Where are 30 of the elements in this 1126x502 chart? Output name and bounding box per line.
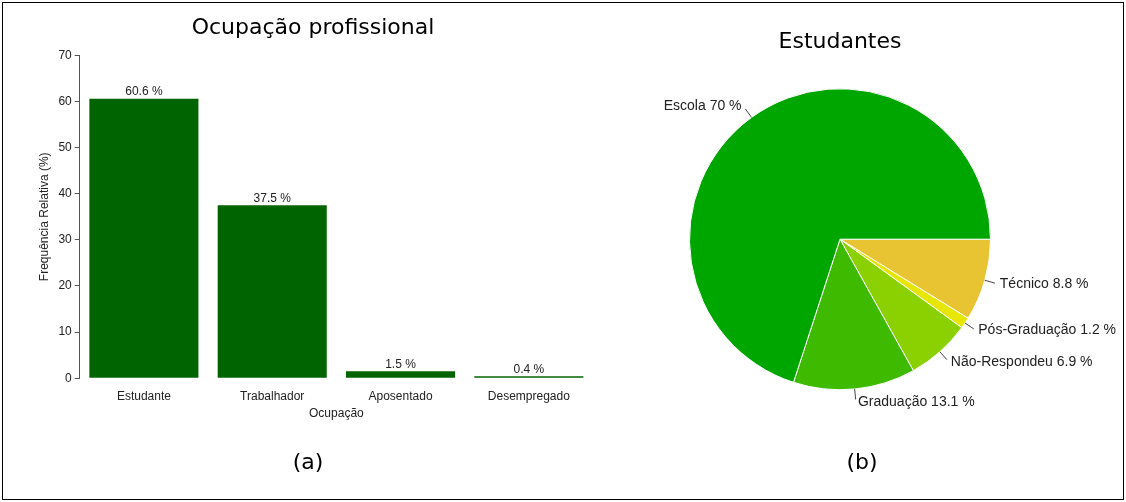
y-tick-label: 60	[58, 93, 73, 108]
data-label: 1.5 %	[385, 356, 417, 371]
x-tick-label: Aposentado	[368, 388, 433, 403]
y-tick-label: 70	[58, 47, 73, 62]
y-tick-label: 20	[58, 278, 73, 293]
x-axis-title: Ocupação	[309, 406, 365, 421]
slice-label: Não-Respondeu 6.9 %	[950, 352, 1093, 369]
x-tick-label: Trabalhador	[240, 388, 305, 403]
data-label: 0.4 %	[513, 361, 545, 376]
y-tick-label: 30	[58, 232, 73, 247]
slice-label: Técnico 8.8 %	[999, 274, 1089, 291]
y-tick-label: 40	[58, 186, 73, 201]
data-label: 37.5 %	[253, 190, 292, 205]
text: (b)	[845, 449, 879, 474]
slice-label: Escola 70 %	[663, 97, 742, 114]
chart-title: Ocupação profissional	[191, 13, 435, 39]
y-tick-label: 10	[58, 324, 73, 339]
data-label: 60.6 %	[125, 84, 163, 99]
y-axis-title: Frequência Relativa (%)	[36, 152, 51, 282]
chart-title: Estudantes	[778, 27, 902, 53]
slice-label: Graduação 13.1 %	[857, 393, 975, 410]
x-tick-label: Desempregado	[487, 388, 571, 403]
slice-label: Pós-Graduação 1.2 %	[978, 321, 1117, 338]
bar	[217, 205, 327, 378]
bar	[346, 371, 456, 378]
y-tick-label: 50	[58, 139, 73, 154]
y-tick-label: 0	[65, 370, 73, 385]
bar	[89, 98, 199, 378]
x-tick-label: Estudante	[116, 388, 172, 403]
text: (a)	[291, 449, 325, 474]
